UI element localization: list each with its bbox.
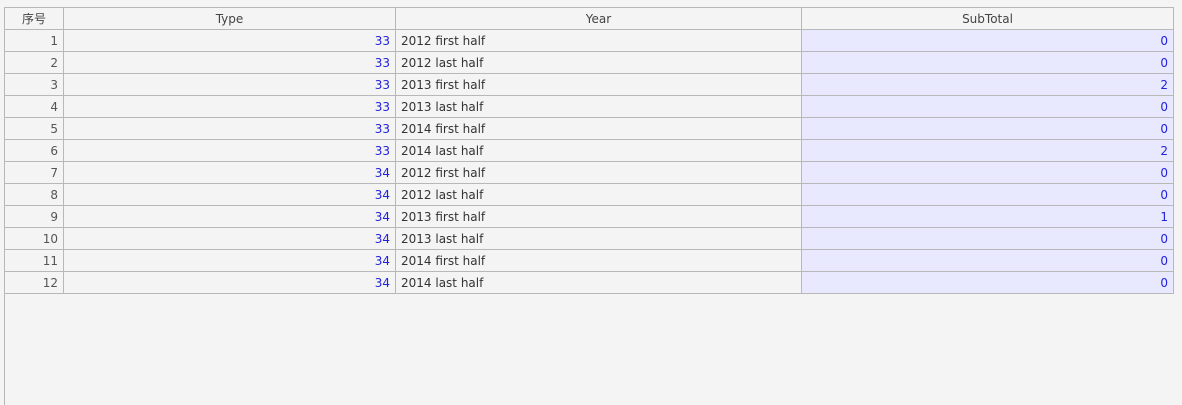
year-cell[interactable]: 2014 first half xyxy=(395,249,802,272)
year-cell[interactable]: 2014 last half xyxy=(395,139,802,162)
row-index-cell[interactable]: 7 xyxy=(4,161,64,184)
row-index-cell[interactable]: 2 xyxy=(4,51,64,74)
type-cell[interactable]: 34 xyxy=(63,161,396,184)
year-cell[interactable]: 2013 last half xyxy=(395,227,802,250)
subtotal-cell[interactable]: 0 xyxy=(801,29,1174,52)
table-row: 8 34 2012 last half 0 xyxy=(4,183,1174,206)
subtotal-cell[interactable]: 0 xyxy=(801,249,1174,272)
subtotal-cell[interactable]: 0 xyxy=(801,51,1174,74)
row-index-cell[interactable]: 10 xyxy=(4,227,64,250)
table-row: 10 34 2013 last half 0 xyxy=(4,227,1174,250)
type-cell[interactable]: 34 xyxy=(63,271,396,294)
table-row: 3 33 2013 first half 2 xyxy=(4,73,1174,96)
row-index-cell[interactable]: 8 xyxy=(4,183,64,206)
year-cell[interactable]: 2014 first half xyxy=(395,117,802,140)
row-index-cell[interactable]: 3 xyxy=(4,73,64,96)
header-type[interactable]: Type xyxy=(63,7,396,30)
subtotal-cell[interactable]: 0 xyxy=(801,117,1174,140)
row-index-cell[interactable]: 6 xyxy=(4,139,64,162)
row-index-cell[interactable]: 4 xyxy=(4,95,64,118)
table-row: 2 33 2012 last half 0 xyxy=(4,51,1174,74)
table-row: 11 34 2014 first half 0 xyxy=(4,249,1174,272)
year-cell[interactable]: 2014 last half xyxy=(395,271,802,294)
row-index-cell[interactable]: 12 xyxy=(4,271,64,294)
type-cell[interactable]: 33 xyxy=(63,117,396,140)
type-cell[interactable]: 34 xyxy=(63,249,396,272)
year-cell[interactable]: 2012 first half xyxy=(395,161,802,184)
type-cell[interactable]: 33 xyxy=(63,139,396,162)
subtotal-cell[interactable]: 1 xyxy=(801,205,1174,228)
table-row: 5 33 2014 first half 0 xyxy=(4,117,1174,140)
type-cell[interactable]: 33 xyxy=(63,51,396,74)
year-cell[interactable]: 2013 last half xyxy=(395,95,802,118)
subtotal-cell[interactable]: 2 xyxy=(801,73,1174,96)
year-cell[interactable]: 2012 last half xyxy=(395,51,802,74)
header-index[interactable]: 序号 xyxy=(4,7,64,30)
table-row: 7 34 2012 first half 0 xyxy=(4,161,1174,184)
table-row: 1 33 2012 first half 0 xyxy=(4,29,1174,52)
header-year[interactable]: Year xyxy=(395,7,802,30)
table-row: 6 33 2014 last half 2 xyxy=(4,139,1174,162)
row-index-cell[interactable]: 11 xyxy=(4,249,64,272)
year-cell[interactable]: 2012 last half xyxy=(395,183,802,206)
subtotal-cell[interactable]: 0 xyxy=(801,161,1174,184)
row-index-cell[interactable]: 9 xyxy=(4,205,64,228)
type-cell[interactable]: 33 xyxy=(63,29,396,52)
table-row: 9 34 2013 first half 1 xyxy=(4,205,1174,228)
result-table: 序号 Type Year SubTotal 1 33 2012 first half… xyxy=(4,7,1174,294)
subtotal-cell[interactable]: 2 xyxy=(801,139,1174,162)
table-row: 12 34 2014 last half 0 xyxy=(4,271,1174,294)
subtotal-cell[interactable]: 0 xyxy=(801,227,1174,250)
type-cell[interactable]: 34 xyxy=(63,183,396,206)
year-cell[interactable]: 2013 first half xyxy=(395,73,802,96)
subtotal-cell[interactable]: 0 xyxy=(801,271,1174,294)
year-cell[interactable]: 2013 first half xyxy=(395,205,802,228)
header-subtotal[interactable]: SubTotal xyxy=(801,7,1174,30)
type-cell[interactable]: 33 xyxy=(63,95,396,118)
row-index-cell[interactable]: 1 xyxy=(4,29,64,52)
table-row: 4 33 2013 last half 0 xyxy=(4,95,1174,118)
year-cell[interactable]: 2012 first half xyxy=(395,29,802,52)
subtotal-cell[interactable]: 0 xyxy=(801,95,1174,118)
type-cell[interactable]: 34 xyxy=(63,205,396,228)
subtotal-cell[interactable]: 0 xyxy=(801,183,1174,206)
row-index-cell[interactable]: 5 xyxy=(4,117,64,140)
type-cell[interactable]: 34 xyxy=(63,227,396,250)
header-row: 序号 Type Year SubTotal xyxy=(4,7,1174,30)
type-cell[interactable]: 33 xyxy=(63,73,396,96)
